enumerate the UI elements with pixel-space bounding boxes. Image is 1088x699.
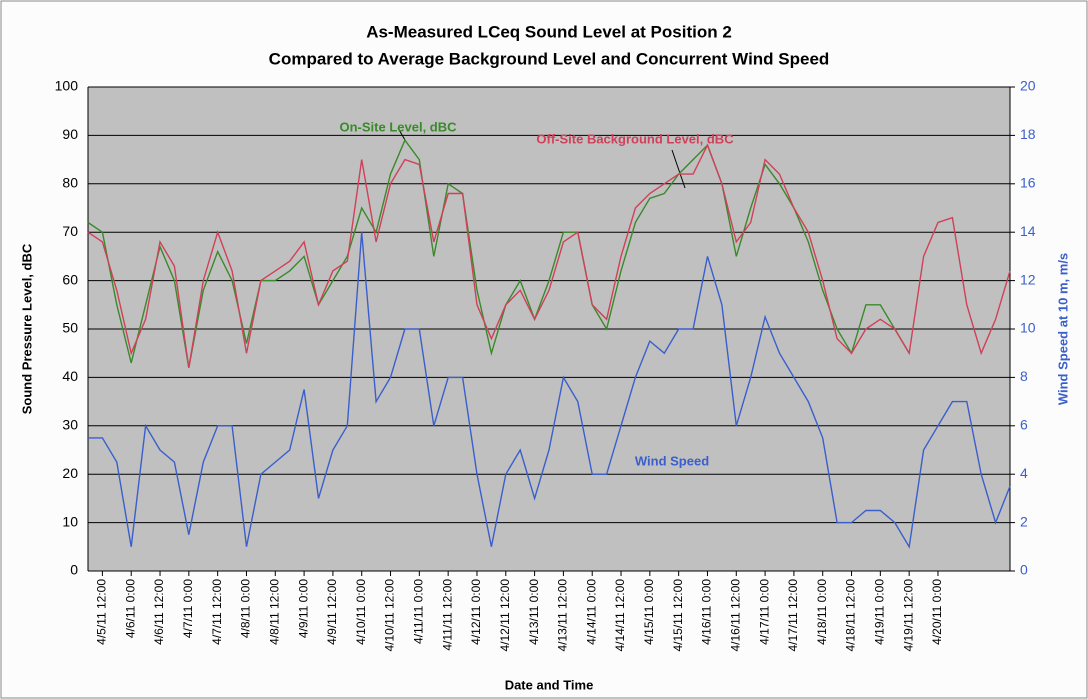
y-tick-label: 10 — [62, 513, 78, 529]
x-tick-label: 4/16/11 0:00 — [700, 579, 714, 645]
x-tick-label: 4/11/11 0:00 — [412, 579, 426, 644]
y-tick-label: 0 — [70, 562, 78, 578]
x-tick-label: 4/15/11 12:00 — [671, 579, 685, 652]
series-label: On-Site Level, dBC — [339, 119, 457, 134]
x-tick-label: 4/9/11 12:00 — [325, 579, 339, 645]
series-line — [88, 232, 1011, 549]
x-tick-label: 4/9/11 0:00 — [296, 579, 310, 638]
y2-tick-label: 16 — [1020, 175, 1036, 191]
y-tick-label: 40 — [62, 368, 78, 384]
x-tick-label: 4/16/11 12:00 — [728, 579, 742, 652]
x-tick-label: 4/12/11 12:00 — [498, 579, 512, 652]
chart-subtitle: Compared to Average Background Level and… — [269, 49, 830, 68]
x-tick-label: 4/10/11 12:00 — [383, 579, 397, 652]
y2-tick-label: 18 — [1020, 126, 1036, 142]
x-tick-label: 4/13/11 12:00 — [556, 579, 570, 652]
leader-line — [397, 127, 406, 141]
x-tick-label: 4/12/11 0:00 — [469, 579, 483, 645]
y2-tick-label: 10 — [1020, 320, 1036, 336]
x-tick-label: 4/7/11 12:00 — [210, 579, 224, 645]
series-line — [87, 138, 910, 368]
x-tick-label: 4/20/11 0:00 — [930, 579, 944, 645]
y2-axis-title: Wind Speed at 10 m, m/s — [1055, 253, 1070, 405]
y2-tick-label: 4 — [1020, 465, 1028, 481]
y-tick-label: 80 — [62, 175, 78, 191]
y-tick-label: 20 — [62, 465, 78, 481]
y2-tick-label: 0 — [1020, 562, 1028, 578]
x-axis-title: Date and Time — [505, 677, 594, 692]
x-tick-label: 4/6/11 12:00 — [152, 579, 166, 645]
x-tick-label: 4/7/11 0:00 — [181, 579, 195, 638]
y2-tick-label: 12 — [1020, 271, 1036, 287]
series-label: Off-Site Background Level, dBC — [536, 131, 734, 146]
y2-tick-label: 8 — [1020, 368, 1028, 384]
x-tick-label: 4/17/11 12:00 — [786, 579, 800, 652]
chart-title: As-Measured LCeq Sound Level at Position… — [366, 22, 732, 41]
x-tick-label: 4/13/11 0:00 — [527, 579, 541, 645]
y-tick-label: 60 — [62, 271, 78, 287]
x-tick-label: 4/11/11 12:00 — [440, 579, 454, 651]
y-tick-label: 70 — [62, 223, 78, 239]
y2-tick-label: 14 — [1020, 223, 1036, 239]
series-line — [87, 143, 1011, 368]
y-axis-title: Sound Pressure Level, dBC — [19, 243, 34, 414]
x-tick-label: 4/19/11 0:00 — [873, 579, 887, 645]
x-tick-label: 4/18/11 0:00 — [815, 579, 829, 645]
y2-tick-label: 2 — [1020, 513, 1028, 529]
y-tick-label: 50 — [62, 320, 78, 336]
series-label: Wind Speed — [635, 453, 709, 468]
x-tick-label: 4/18/11 12:00 — [844, 579, 858, 652]
x-tick-label: 4/6/11 0:00 — [123, 579, 137, 638]
x-tick-label: 4/14/11 12:00 — [613, 579, 627, 652]
x-tick-label: 4/14/11 0:00 — [584, 579, 598, 645]
x-tick-label: 4/8/11 0:00 — [239, 579, 253, 638]
y2-tick-label: 20 — [1020, 78, 1036, 94]
y-tick-label: 90 — [62, 126, 78, 142]
leader-line — [671, 149, 686, 189]
x-tick-label: 4/8/11 12:00 — [267, 579, 281, 645]
y-tick-label: 30 — [62, 417, 78, 433]
y-tick-label: 100 — [55, 78, 79, 94]
y2-tick-label: 6 — [1020, 417, 1028, 433]
x-tick-label: 4/15/11 0:00 — [642, 579, 656, 645]
x-tick-label: 4/5/11 12:00 — [95, 579, 109, 645]
x-tick-label: 4/10/11 0:00 — [354, 579, 368, 645]
x-tick-label: 4/17/11 0:00 — [757, 579, 771, 645]
x-tick-label: 4/19/11 12:00 — [901, 579, 915, 652]
